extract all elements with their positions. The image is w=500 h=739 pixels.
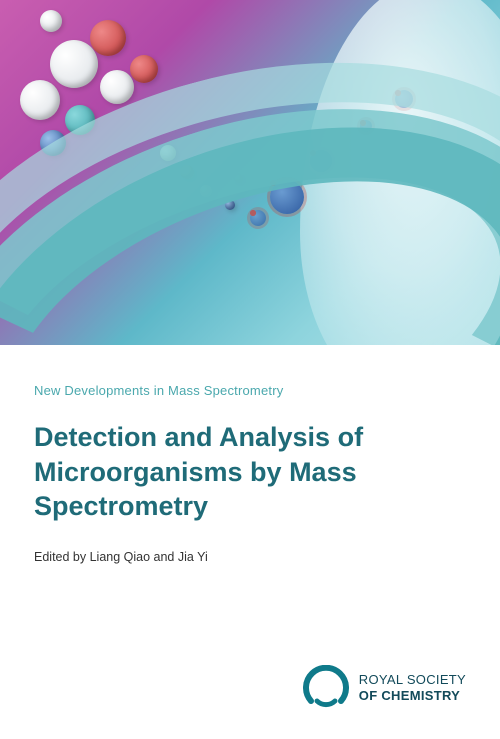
cover-artwork [0, 0, 500, 345]
publisher-line-1: ROYAL SOCIETY [359, 672, 466, 688]
publisher-block: ROYAL SOCIETY OF CHEMISTRY [34, 665, 466, 711]
series-name: New Developments in Mass Spectrometry [34, 383, 466, 398]
publisher-line-2: OF CHEMISTRY [359, 688, 466, 704]
editors-line: Edited by Liang Qiao and Jia Yi [34, 550, 466, 564]
title-panel: New Developments in Mass Spectrometry De… [0, 345, 500, 739]
book-title: Detection and Analysis of Microorganisms… [34, 420, 466, 524]
publisher-name: ROYAL SOCIETY OF CHEMISTRY [359, 672, 466, 703]
rsc-logo-icon [303, 665, 349, 711]
book-cover: New Developments in Mass Spectrometry De… [0, 0, 500, 739]
